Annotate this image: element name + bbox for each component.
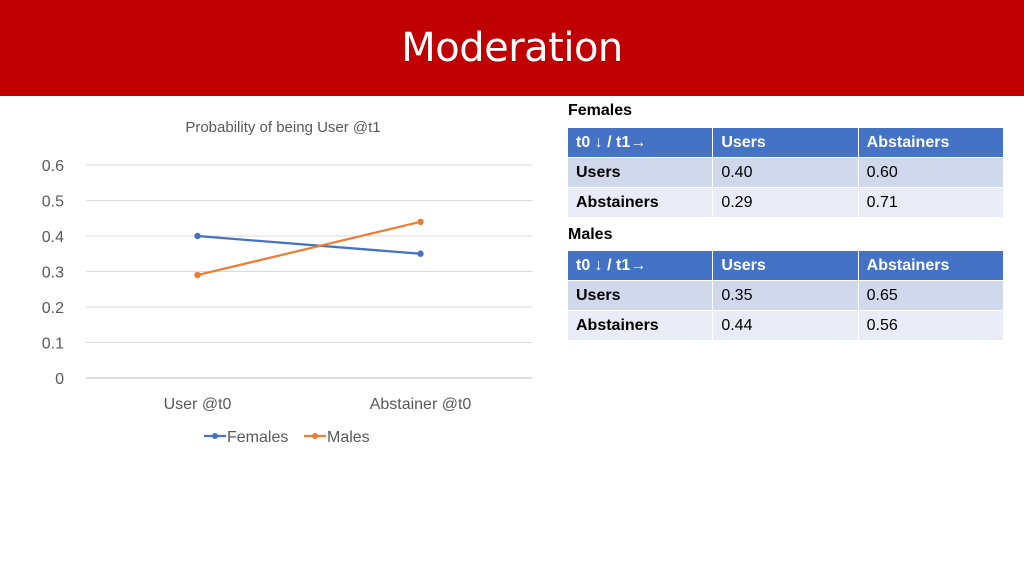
males-table: t0 ↓ / t1→ Users Abstainers Users 0.35 0… [567, 250, 1004, 341]
data-point-males [417, 218, 424, 225]
row-label: Abstainers [568, 188, 713, 217]
females-table-label: Females [568, 102, 633, 119]
row-label: Abstainers [568, 311, 713, 340]
table-cell: 0.65 [858, 281, 1003, 310]
females-table-header-row: t0 ↓ / t1→ Users Abstainers [568, 128, 1003, 157]
table-cell: 0.44 [713, 311, 858, 340]
males-table-header-row: t0 ↓ / t1→ Users Abstainers [568, 251, 1003, 280]
data-point-males [194, 271, 201, 279]
females-table: t0 ↓ / t1→ Users Abstainers Users 0.40 0… [567, 127, 1004, 218]
table-row: Abstainers 0.29 0.71 [568, 188, 1003, 217]
line-chart: Probability of being User @t1 0 0.1 0.2 0.3… [42, 119, 532, 446]
table-cell: 0.60 [858, 158, 1003, 187]
females-header-users: Users [713, 128, 858, 157]
table-cell: 0.35 [713, 281, 858, 310]
y-tick-label: 0.5 [42, 194, 64, 211]
table-cell: 0.40 [713, 158, 858, 187]
legend-swatch-marker [312, 433, 318, 439]
table-cell: 0.71 [858, 188, 1003, 217]
row-label: Users [568, 158, 713, 187]
y-tick-label: 0.4 [42, 229, 64, 246]
table-cell: 0.29 [713, 188, 858, 217]
y-tick-label: 0.2 [42, 300, 64, 317]
females-header-abstainers: Abstainers [858, 128, 1003, 157]
row-label: Users [568, 281, 713, 310]
y-tick-label: 0 [55, 371, 64, 388]
males-header-abstainers: Abstainers [858, 251, 1003, 280]
legend-swatch-marker [212, 433, 218, 439]
chart-title: Probability of being User @t1 [185, 119, 380, 136]
y-tick-label: 0.3 [42, 265, 64, 282]
data-point-females [417, 250, 424, 257]
series-line-males [197, 220, 421, 277]
legend-label: Females [227, 429, 288, 446]
data-point-females [194, 232, 201, 240]
males-header-users: Users [713, 251, 858, 280]
table-row: Users 0.35 0.65 [568, 281, 1003, 310]
table-cell: 0.56 [858, 311, 1003, 340]
table-row: Users 0.40 0.60 [568, 158, 1003, 187]
males-table-label: Males [568, 226, 613, 243]
y-tick-label: 0.6 [42, 158, 64, 175]
males-header-corner: t0 ↓ / t1→ [568, 251, 713, 280]
legend-label: Males [327, 429, 370, 446]
slide-title: Moderation [401, 25, 623, 71]
table-row: Abstainers 0.44 0.56 [568, 311, 1003, 340]
x-tick-label: User @t0 [164, 396, 232, 413]
title-bar: Moderation [0, 0, 1024, 96]
series-line-females [197, 234, 421, 255]
y-tick-label: 0.1 [42, 336, 64, 353]
females-header-corner: t0 ↓ / t1→ [568, 128, 713, 157]
x-tick-label: Abstainer @t0 [370, 396, 472, 413]
